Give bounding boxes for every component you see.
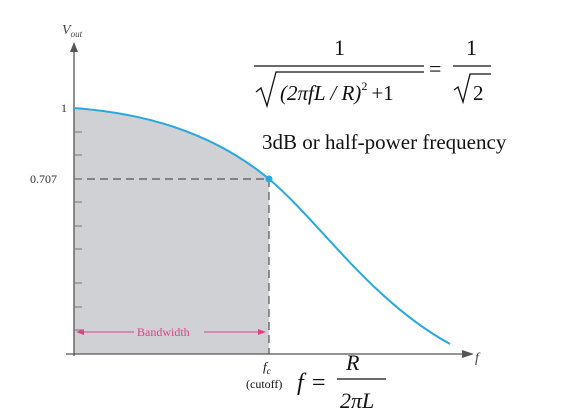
lhs-sqrt-sign [255,71,424,109]
cutoff-formula: f = R 2πL [297,350,386,413]
bandwidth-indicator: Bandwidth [76,325,266,339]
y-tick-label-1: 1 [61,101,67,115]
rhs-sqrt-sign [453,73,491,105]
transfer-lhs-numerator: 1 [334,35,345,60]
cutoff-formula-lhs: f [297,370,307,396]
x-axis-arrow [462,350,474,358]
y-axis-arrow [70,42,78,52]
transfer-formula: 1 (2πfL / R)2 +1 = 1 2 [254,35,491,109]
bandwidth-label: Bandwidth [137,325,190,339]
x-axis-label: f [475,351,481,366]
fc-label: fc [263,359,271,376]
cutoff-point [265,175,273,183]
transfer-rhs-radicand: 2 [473,81,484,105]
cutoff-formula-numerator: R [345,350,360,375]
cutoff-word: (cutoff) [246,377,282,391]
cutoff-formula-equals: = [312,370,326,396]
bandwidth-region [74,108,269,354]
transfer-lhs-denominator: (2πfL / R)2 +1 [280,79,394,105]
half-power-caption: 3dB or half-power frequency [262,130,507,154]
transfer-rhs-numerator: 1 [466,35,477,60]
y-tick-label-0707: 0.707 [30,172,57,186]
cutoff-formula-denominator: 2πL [340,388,374,413]
y-axis-label: Vout [62,23,83,39]
transfer-equals: = [429,56,441,81]
